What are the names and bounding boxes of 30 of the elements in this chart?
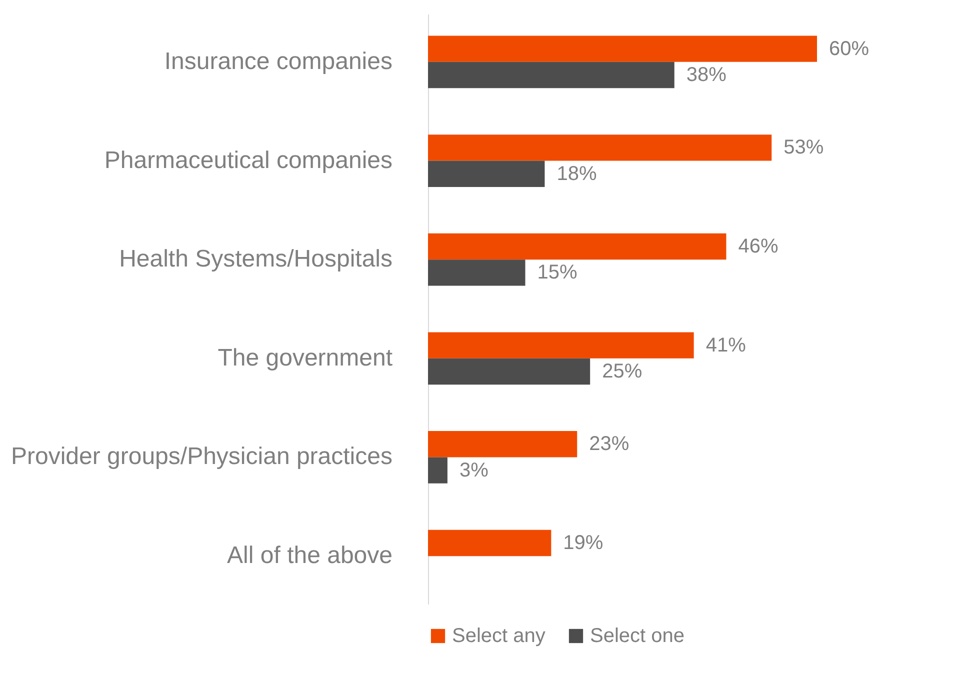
bar — [428, 134, 772, 161]
bar — [428, 530, 552, 556]
bar — [428, 62, 674, 88]
bar — [428, 233, 726, 260]
y-tick-label: Provider groups/Physician practices — [10, 443, 392, 470]
bar — [428, 457, 448, 484]
data-label: 38% — [686, 64, 727, 86]
data-label: 15% — [537, 262, 578, 284]
bar — [428, 431, 578, 458]
data-label: 19% — [563, 532, 604, 554]
bar — [428, 332, 694, 358]
y-tick-label: Insurance companies — [164, 48, 392, 75]
data-label: 60% — [829, 38, 870, 60]
data-label: 23% — [589, 433, 630, 456]
data-label: 3% — [459, 459, 489, 482]
data-label: 25% — [602, 360, 642, 383]
data-label: 18% — [556, 162, 597, 185]
data-label: 46% — [738, 235, 778, 258]
y-tick-label: All of the above — [227, 542, 392, 570]
legend-label: Select any — [452, 625, 546, 647]
bar — [428, 260, 526, 286]
legend-label: Select one — [590, 625, 685, 647]
y-tick-label: Health Systems/Hospitals — [119, 246, 392, 273]
bar — [428, 358, 590, 385]
data-label: 41% — [706, 334, 746, 356]
data-label: 53% — [784, 136, 824, 159]
y-tick-label: The government — [218, 344, 393, 372]
bar — [428, 160, 545, 187]
y-tick-label: Pharmaceutical companies — [104, 146, 392, 174]
bar — [428, 36, 817, 62]
